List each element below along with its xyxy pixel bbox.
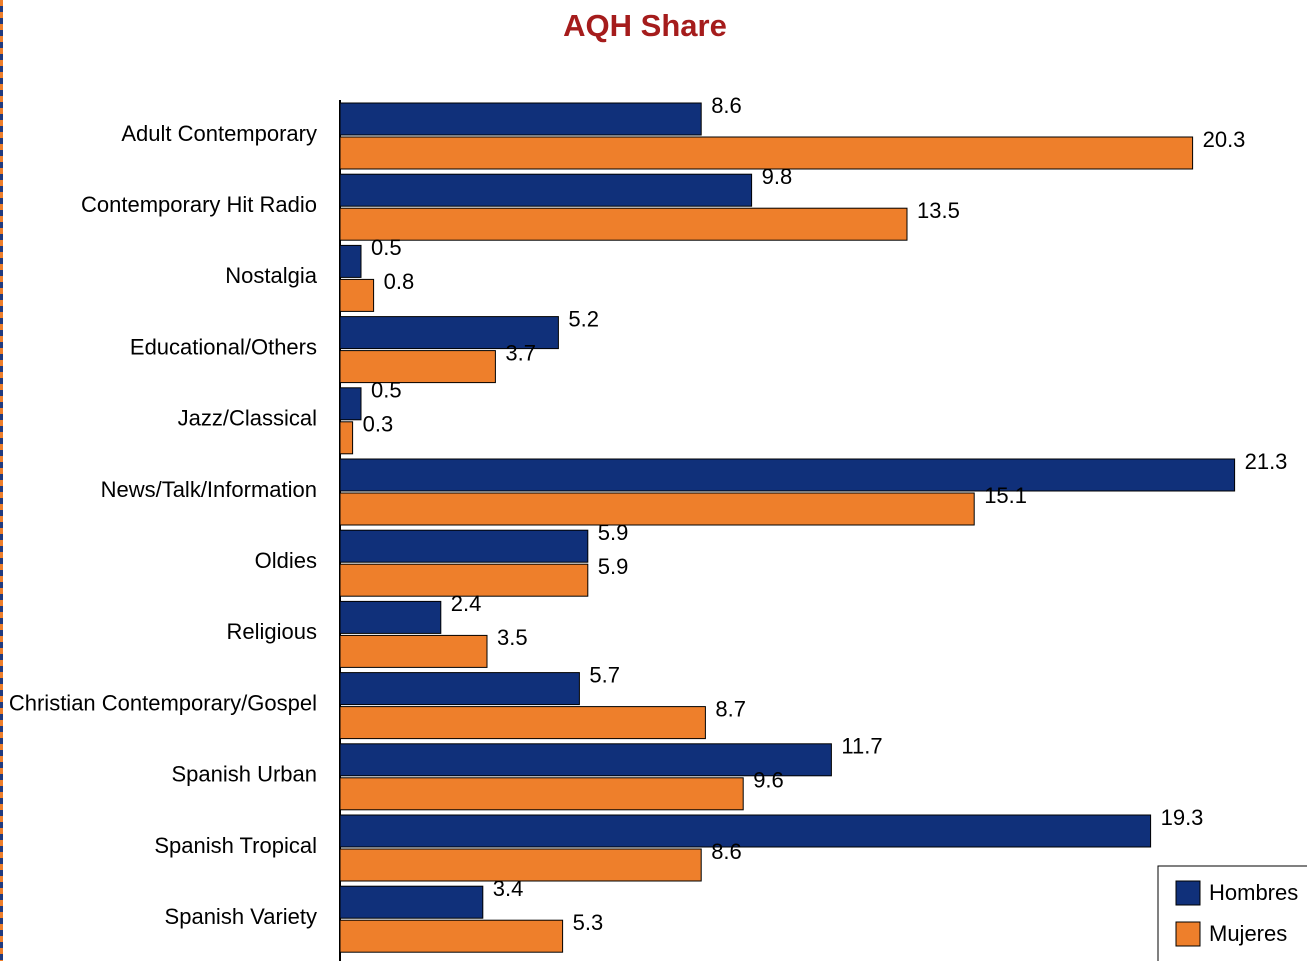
value-label: 21.3 — [1245, 449, 1288, 474]
bar — [339, 350, 496, 384]
value-label: 0.5 — [371, 378, 402, 403]
y-tick-label: News/Talk/Information — [101, 477, 317, 502]
bar — [339, 706, 706, 740]
bar — [339, 848, 702, 882]
value-label: 0.3 — [363, 412, 394, 437]
y-tick-label: Spanish Tropical — [154, 833, 317, 858]
bar — [339, 563, 589, 597]
bar — [339, 529, 589, 563]
y-tick-label: Spanish Urban — [171, 762, 317, 787]
value-label: 8.6 — [711, 839, 742, 864]
bar — [339, 885, 484, 919]
y-tick-label: Adult Contemporary — [121, 121, 317, 146]
bar — [339, 316, 559, 350]
value-label: 5.7 — [589, 662, 620, 687]
y-tick-label: Oldies — [255, 548, 317, 573]
value-label: 15.1 — [984, 483, 1027, 508]
value-label: 13.5 — [917, 198, 960, 223]
value-label: 0.8 — [384, 269, 415, 294]
value-label: 20.3 — [1203, 127, 1246, 152]
bar — [339, 278, 375, 312]
y-tick-label: Educational/Others — [130, 334, 317, 359]
y-tick-label: Religious — [227, 619, 318, 644]
value-label: 0.5 — [371, 235, 402, 260]
value-label: 5.2 — [568, 306, 599, 331]
bar — [339, 743, 832, 777]
value-label: 5.9 — [598, 554, 629, 579]
bar — [339, 777, 744, 811]
legend-label: Hombres — [1209, 880, 1298, 905]
value-label: 9.6 — [753, 768, 784, 793]
bar — [339, 600, 442, 634]
bar — [339, 492, 975, 526]
bar — [339, 173, 753, 207]
y-tick-label: Nostalgia — [225, 263, 317, 288]
value-label: 8.6 — [711, 93, 742, 118]
y-tick-label: Contemporary Hit Radio — [81, 192, 317, 217]
bar — [339, 421, 354, 455]
value-label: 9.8 — [762, 164, 793, 189]
value-label: 8.7 — [715, 696, 746, 721]
bar — [339, 244, 362, 278]
y-tick-label: Christian Contemporary/Gospel — [9, 690, 317, 715]
chart-title: AQH Share — [563, 8, 727, 43]
value-label: 3.4 — [493, 876, 524, 901]
bar — [339, 207, 908, 241]
bar — [339, 919, 564, 953]
value-label: 3.5 — [497, 625, 528, 650]
value-label: 3.7 — [505, 340, 536, 365]
bar — [339, 634, 488, 668]
bar — [339, 814, 1152, 848]
bar — [339, 136, 1194, 170]
value-label: 2.4 — [451, 591, 482, 616]
value-label: 5.3 — [573, 910, 604, 935]
value-label: 5.9 — [598, 520, 629, 545]
legend-swatch — [1175, 880, 1201, 906]
y-tick-label: Jazz/Classical — [178, 406, 317, 431]
value-label: 11.7 — [841, 734, 882, 759]
bar — [339, 102, 702, 136]
bar — [339, 672, 580, 706]
bar — [339, 458, 1236, 492]
legend-label: Mujeres — [1209, 921, 1287, 946]
value-label: 19.3 — [1161, 805, 1204, 830]
bar — [339, 387, 362, 421]
y-tick-label: Spanish Variety — [165, 904, 317, 929]
legend-swatch — [1175, 921, 1201, 947]
